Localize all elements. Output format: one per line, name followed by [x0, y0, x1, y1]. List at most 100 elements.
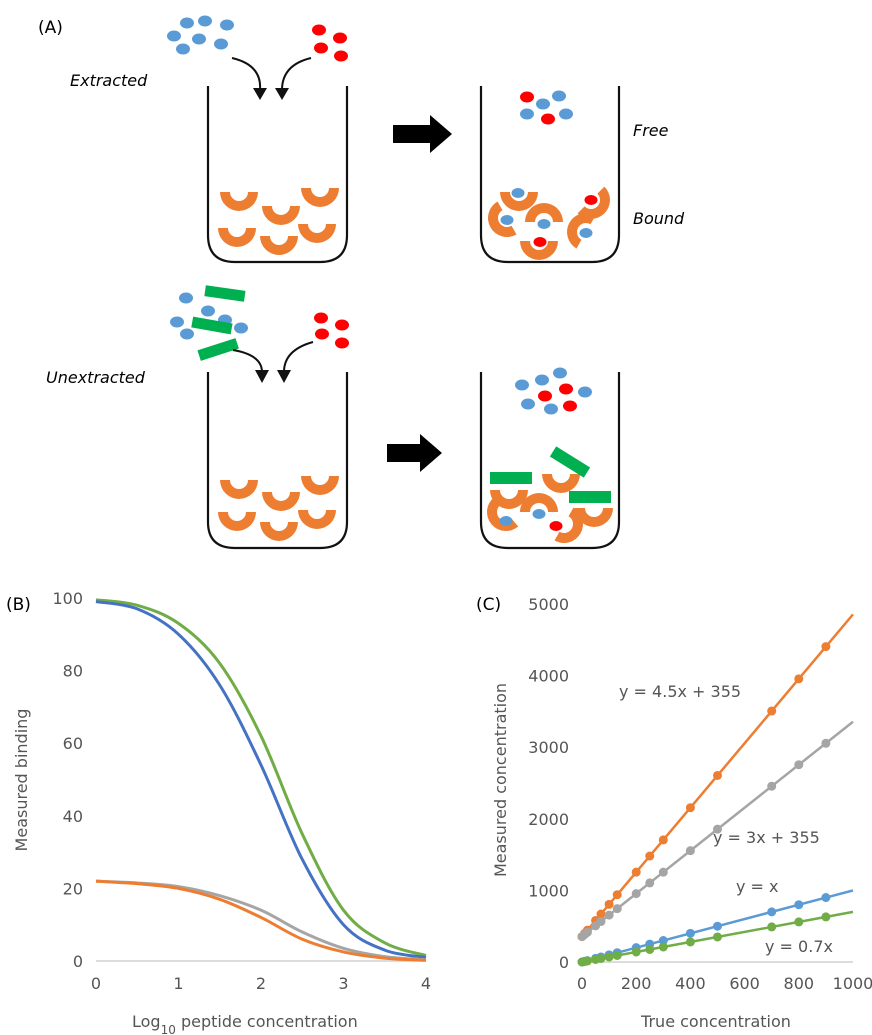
- chart-c-point-1: [658, 867, 668, 877]
- chart-c-point-3: [604, 952, 614, 962]
- chart-c-point-3: [794, 917, 804, 927]
- chart-c: 0 200 400 600 800 1000 0 1000 2000 3000 4000 5000: [528, 595, 872, 993]
- extracted-bound-complexes: [488, 186, 610, 260]
- tube-extracted-after: [479, 86, 621, 264]
- chart-b-series-line-3: [95, 879, 427, 962]
- extracted-red-tracers: [312, 24, 348, 62]
- chart-c-x-tick: 600: [729, 974, 760, 993]
- chart-c-point-2: [767, 907, 777, 917]
- annotation-gray: y = 3x + 355: [713, 828, 820, 847]
- chart-c-y-tick: 2000: [528, 810, 569, 829]
- chart-c-y-axis-label: Measured concentration: [491, 683, 510, 877]
- chart-c-point-0: [596, 909, 606, 919]
- chart-c-point-3: [767, 922, 777, 932]
- bound-label: Bound: [633, 209, 685, 228]
- chart-c-point-0: [631, 867, 641, 877]
- chart-c-point-1: [685, 846, 695, 856]
- chart-b-y-tick: 80: [63, 662, 83, 681]
- unextracted-arrowheads: [255, 370, 291, 383]
- chart-c-point-2: [821, 893, 831, 903]
- extracted-label: Extracted: [70, 71, 148, 90]
- free-label: Free: [633, 121, 669, 140]
- extracted-antibodies-unbound: [218, 188, 339, 255]
- extracted-blue-peptides: [167, 15, 234, 55]
- chart-c-point-0: [713, 770, 722, 780]
- chart-c-point-3: [821, 912, 831, 922]
- unextracted-antibodies-unbound: [218, 476, 339, 541]
- chart-c-point-3: [685, 937, 695, 947]
- chart-c-point-1: [767, 781, 777, 791]
- chart-b-y-tick: 60: [63, 734, 83, 753]
- chart-c-point-1: [631, 889, 641, 899]
- chart-c-point-3: [596, 953, 606, 963]
- chart-c-y-tick: 5000: [528, 595, 569, 614]
- chart-c-point-3: [631, 947, 641, 957]
- arrow-extracted: [393, 115, 452, 153]
- chart-c-point-0: [612, 890, 622, 900]
- chart-c-point-2: [658, 936, 668, 946]
- chart-c-point-1: [582, 927, 592, 937]
- chart-c-point-3: [645, 944, 655, 954]
- chart-c-x-tick: 0: [577, 974, 587, 993]
- chart-b-x-tick: 4: [421, 974, 431, 993]
- arrow-unextracted: [387, 434, 442, 472]
- panel-c-label: (C): [476, 595, 501, 615]
- chart-b-x-tick: 0: [91, 974, 101, 993]
- extracted-arrows: [231, 57, 312, 91]
- chart-c-x-axis-label: True concentration: [640, 1012, 791, 1031]
- chart-c-x-tick: 1000: [833, 974, 872, 993]
- chart-b-series-line-0: [95, 598, 427, 957]
- chart-c-point-3: [658, 942, 668, 952]
- tube-unextracted-after: [479, 372, 621, 550]
- chart-c-point-3: [713, 932, 722, 942]
- chart-b-y-tick: 0: [73, 952, 83, 971]
- chart-c-point-1: [612, 904, 622, 914]
- chart-c-point-1: [596, 917, 606, 927]
- chart-b-y-tick: 20: [63, 879, 83, 898]
- chart-c-y-tick: 3000: [528, 738, 569, 757]
- chart-c-point-1: [604, 910, 614, 920]
- chart-b-y-tick: 40: [63, 807, 83, 826]
- panel-a-label: (A): [38, 18, 63, 38]
- unextracted-free-molecules: [515, 367, 592, 415]
- chart-c-point-0: [794, 674, 804, 684]
- chart-c-x-tick: 400: [675, 974, 706, 993]
- chart-b-y-axis-label: Measured binding: [12, 709, 31, 852]
- chart-c-x-tick: 800: [784, 974, 815, 993]
- chart-b-series-line-1: [95, 600, 427, 959]
- chart-c-point-1: [713, 824, 722, 834]
- chart-c-point-0: [645, 851, 655, 861]
- chart-c-y-tick: 0: [559, 953, 569, 972]
- unextracted-bound-complexes: [487, 446, 613, 543]
- chart-b-x-tick: 2: [256, 974, 266, 993]
- annotation-blue: y = x: [736, 877, 779, 896]
- chart-c-y-tick: 1000: [528, 881, 569, 900]
- chart-c-point-0: [821, 642, 831, 652]
- chart-c-y-tick: 4000: [528, 667, 569, 686]
- chart-c-point-2: [685, 928, 695, 938]
- chart-c-x-tick: 200: [621, 974, 652, 993]
- panel-b-label: (B): [6, 595, 31, 615]
- chart-c-point-2: [794, 900, 804, 910]
- unextracted-red-tracers: [314, 312, 349, 349]
- annotation-orange: y = 4.5x + 355: [619, 682, 741, 701]
- chart-c-point-0: [604, 899, 614, 909]
- chart-c-point-3: [582, 956, 592, 966]
- chart-b-x-axis-label: Log10 peptide concentration: [132, 1012, 358, 1035]
- chart-c-point-0: [658, 835, 668, 845]
- tube-extracted-before: [206, 86, 349, 264]
- unextracted-arrows: [232, 341, 314, 373]
- chart-c-point-1: [645, 878, 655, 888]
- unextracted-interfering-proteins: [191, 285, 246, 361]
- chart-c-point-0: [685, 803, 695, 813]
- chart-b-x-tick: 1: [173, 974, 183, 993]
- chart-c-point-1: [794, 760, 804, 770]
- chart-c-point-3: [612, 950, 622, 960]
- annotation-green: y = 0.7x: [765, 937, 833, 956]
- unextracted-label: Unextracted: [46, 368, 146, 387]
- chart-c-point-2: [713, 921, 722, 931]
- tube-unextracted-before: [206, 372, 349, 550]
- chart-c-point-1: [821, 738, 831, 748]
